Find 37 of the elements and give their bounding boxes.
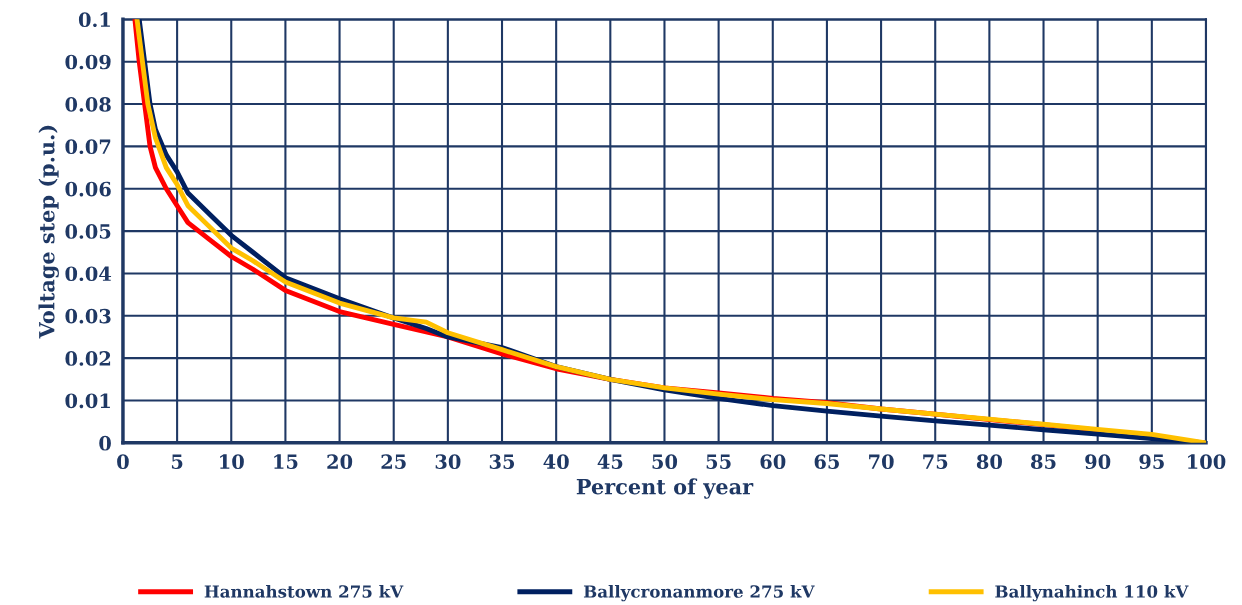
y-tick-label: 0.1 xyxy=(78,12,110,28)
x-tick-label: 95 xyxy=(1139,454,1164,470)
x-tick-label: 85 xyxy=(1031,454,1056,470)
x-tick-label: 20 xyxy=(327,454,353,470)
x-tick-label: 0 xyxy=(117,454,129,470)
x-tick-label: 15 xyxy=(274,454,298,470)
x-tick-label: 60 xyxy=(760,454,786,470)
x-tick-label: 70 xyxy=(869,454,894,470)
x-tick-label: 65 xyxy=(814,454,839,470)
x-tick-label: 100 xyxy=(1188,454,1226,470)
x-tick-label: 80 xyxy=(976,454,1002,470)
x-axis-title: Percent of year xyxy=(576,478,754,499)
x-tick-label: 35 xyxy=(489,454,515,470)
x-tick-label: 45 xyxy=(597,454,623,470)
x-tick-label: 10 xyxy=(220,454,244,470)
x-tick-label: 75 xyxy=(923,454,948,470)
y-tick-label: 0.03 xyxy=(65,308,111,324)
y-tick-label: 0.06 xyxy=(65,181,111,197)
y-tick-label: 0.08 xyxy=(65,97,111,112)
legend-label: Hannahstown 275 kV xyxy=(204,584,404,598)
legend-label: Ballynahinch 110 kV xyxy=(995,584,1189,602)
x-tick-label: 40 xyxy=(543,454,569,470)
x-tick-label: 55 xyxy=(706,454,731,470)
x-tick-label: 50 xyxy=(652,454,678,470)
x-tick-label: 30 xyxy=(435,454,461,470)
legend-label: Ballycronanmore 275 kV xyxy=(583,584,815,602)
y-tick-label: 0.07 xyxy=(65,139,111,155)
y-tick-label: 0.09 xyxy=(65,54,111,70)
x-tick-label: 90 xyxy=(1085,454,1111,470)
y-tick-label: 0.04 xyxy=(65,266,112,282)
y-tick-label: 0 xyxy=(99,435,111,451)
y-tick-label: 0.02 xyxy=(65,351,111,366)
y-tick-label: 0.01 xyxy=(65,393,110,409)
x-tick-label: 25 xyxy=(381,454,406,470)
x-tick-label: 5 xyxy=(171,454,183,470)
y-axis-title: Voltage step (p.u.) xyxy=(38,125,59,339)
y-tick-label: 0.05 xyxy=(65,224,111,239)
